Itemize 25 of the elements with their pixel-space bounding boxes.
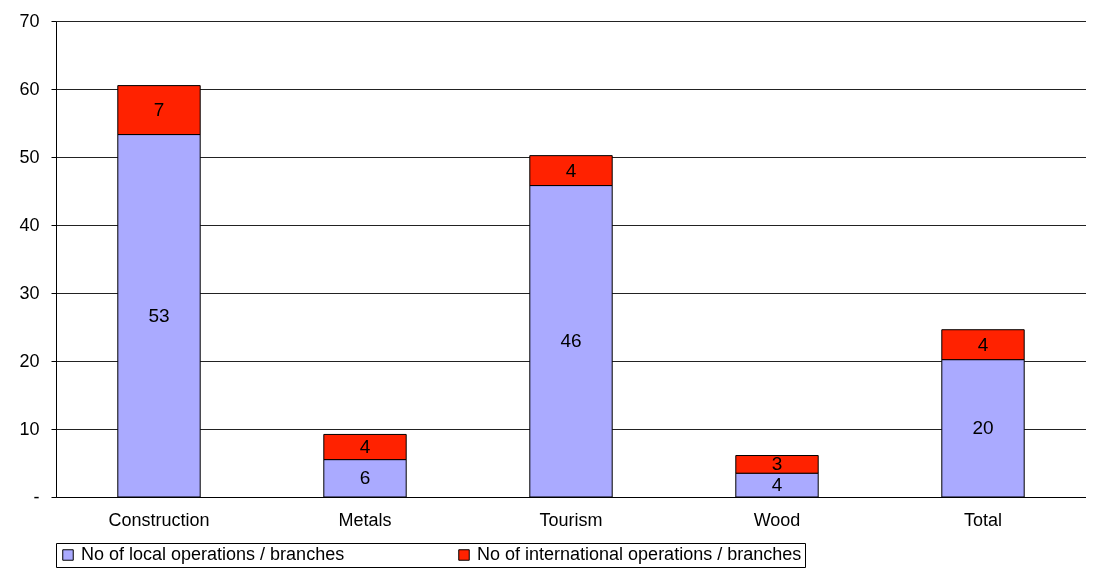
y-tick-label: 70 xyxy=(19,10,40,31)
x-tick-label: Total xyxy=(963,509,1003,530)
x-tick-label: Metals xyxy=(338,509,392,530)
data-label: 3 xyxy=(771,453,783,475)
y-tick-label: 40 xyxy=(19,214,40,235)
data-label: 20 xyxy=(972,417,994,439)
x-tick-label: Wood xyxy=(753,509,801,530)
y-tick-label: 10 xyxy=(19,418,40,439)
data-label: 7 xyxy=(153,99,165,121)
y-tick-label: - xyxy=(33,486,40,507)
x-tick-label: Tourism xyxy=(539,509,603,530)
legend-label: No of local operations / branches xyxy=(81,544,345,564)
y-tick-label: 20 xyxy=(19,350,40,371)
data-label: 6 xyxy=(359,467,371,489)
data-label: 4 xyxy=(977,333,989,355)
y-tick-label: 60 xyxy=(19,78,40,99)
legend-label: No of international operations / branches xyxy=(477,544,802,564)
y-tick-label: 50 xyxy=(19,146,40,167)
data-label: 4 xyxy=(565,159,577,181)
data-label: 46 xyxy=(560,330,582,352)
data-label: 4 xyxy=(771,474,783,496)
data-label: 4 xyxy=(359,436,371,458)
x-tick-label: Construction xyxy=(108,509,210,530)
y-tick-label: 30 xyxy=(19,282,40,303)
data-label: 53 xyxy=(148,304,170,326)
